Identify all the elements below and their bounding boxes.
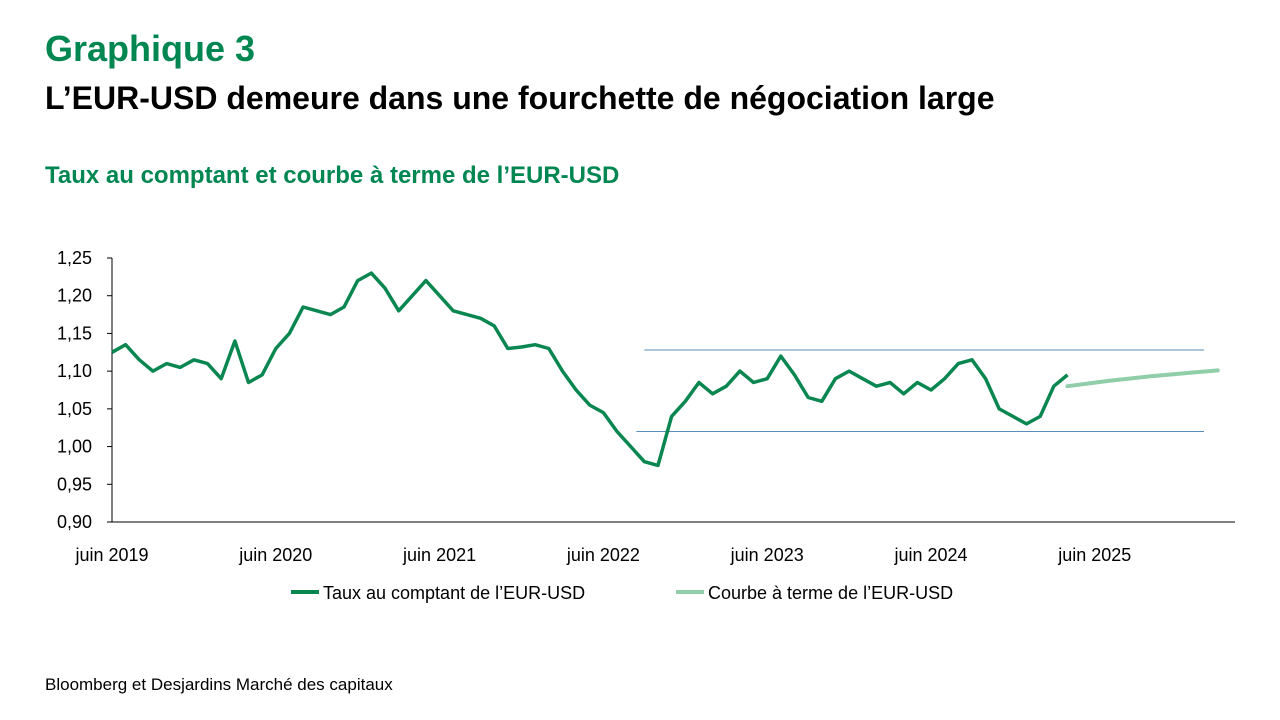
y-tick-label: 1,25: [57, 248, 92, 268]
x-tick-label: juin 2024: [893, 545, 967, 565]
x-tick-label: juin 2022: [566, 545, 640, 565]
chart-kicker: Graphique 3: [45, 28, 256, 69]
x-tick-label: juin 2023: [730, 545, 804, 565]
y-tick-label: 1,00: [57, 437, 92, 457]
y-tick-label: 1,15: [57, 323, 92, 343]
x-tick-label: juin 2019: [74, 545, 148, 565]
series-spot-line: [111, 271, 1069, 468]
legend-label-forward: Courbe à terme de l’EUR-USD: [708, 583, 953, 603]
y-ticks: 0,90 0,95 1,00 1,05 1,10 1,15 1,20 1,25: [57, 248, 112, 532]
y-tick-label: 1,05: [57, 399, 92, 419]
y-tick-label: 1,10: [57, 361, 92, 381]
legend-label-spot: Taux au comptant de l’EUR-USD: [323, 583, 585, 603]
y-tick-label: 0,90: [57, 512, 92, 532]
x-tick-label: juin 2020: [238, 545, 312, 565]
legend: Taux au comptant de l’EUR-USD Courbe à t…: [291, 583, 953, 603]
source-note: Bloomberg et Desjardins Marché des capit…: [45, 675, 393, 694]
chart-title: L’EUR-USD demeure dans une fourchette de…: [45, 80, 995, 116]
y-tick-label: 1,20: [57, 286, 92, 306]
x-tick-label: juin 2025: [1057, 545, 1131, 565]
chart-subtitle: Taux au comptant et courbe à terme de l’…: [45, 162, 620, 189]
series-forward-line: [1065, 368, 1220, 389]
x-tick-label: juin 2021: [402, 545, 476, 565]
y-tick-label: 0,95: [57, 474, 92, 494]
x-ticks: juin 2019 juin 2020 juin 2021 juin 2022 juin…: [74, 545, 1131, 565]
